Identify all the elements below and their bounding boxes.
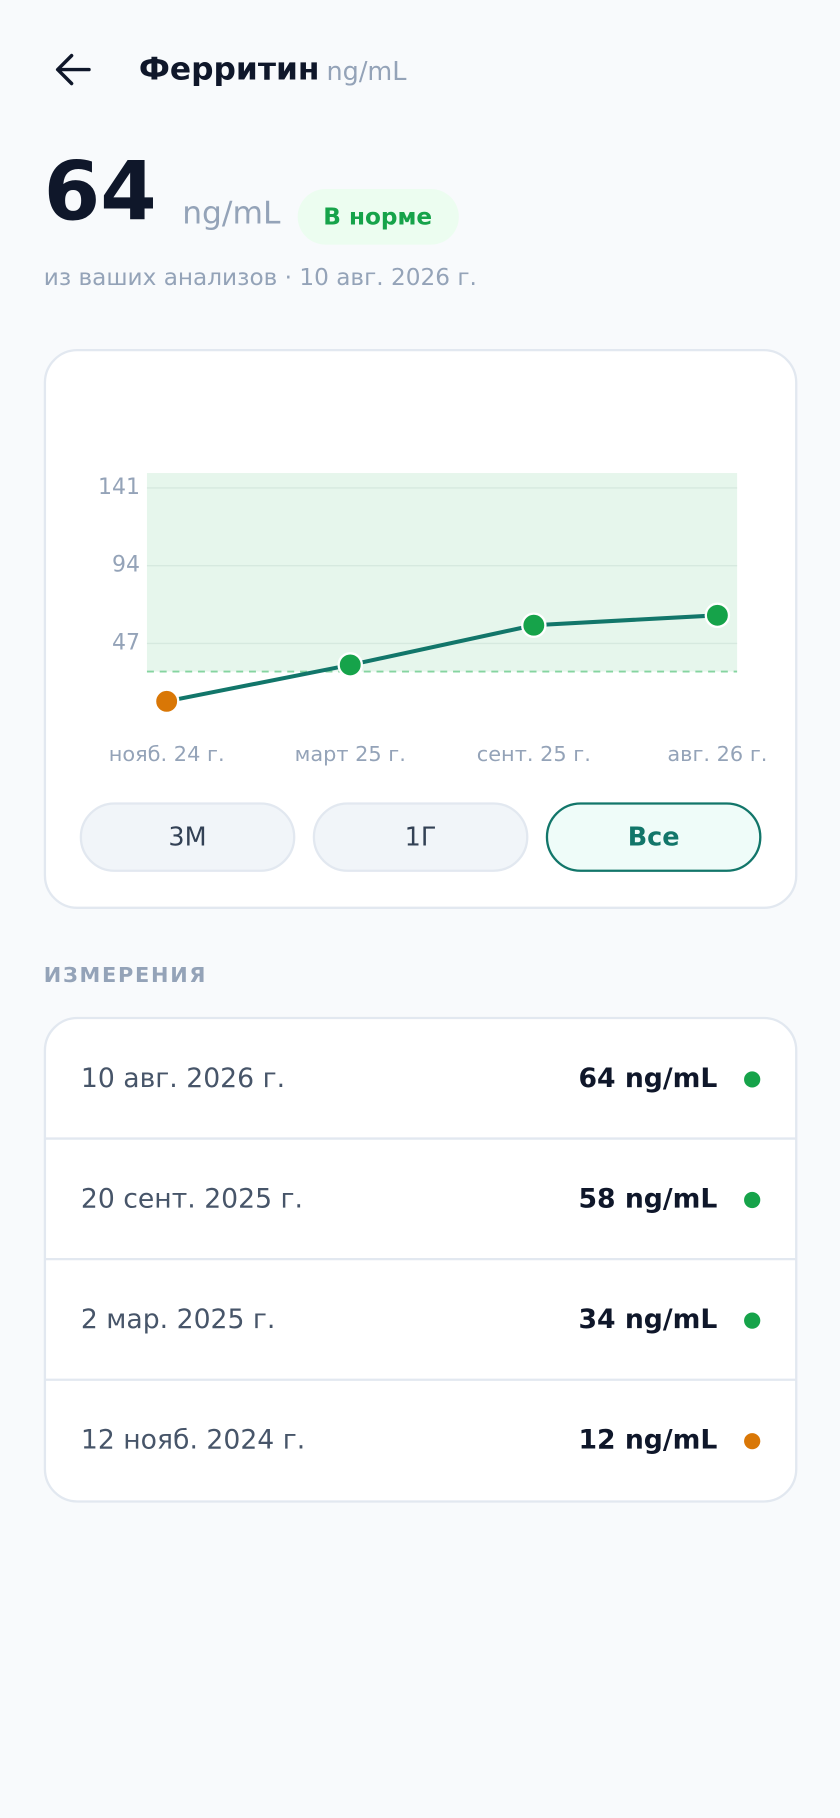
range-button-bg[interactable] xyxy=(79,802,296,872)
current-value: 64 xyxy=(44,146,157,240)
y-tick-label: 47 xyxy=(112,630,140,655)
range-selector: 3М 1Г Все xyxy=(79,802,762,872)
chart: 47 94 141 нояб. 24 г. март 25 г. сент. 25 г. а… xyxy=(98,473,767,766)
y-tick-label: 94 xyxy=(112,553,140,578)
back-arrow[interactable] xyxy=(55,53,91,86)
data-point xyxy=(337,652,363,678)
range-button-label[interactable]: 1Г xyxy=(405,822,437,852)
range-button-bg[interactable] xyxy=(312,802,529,872)
data-point xyxy=(704,602,731,629)
row-date: 20 сент. 2025 г. xyxy=(81,1184,303,1215)
status-text: В норме xyxy=(323,203,432,230)
measurements-list: 10 авг. 2026 г. 64 ng/mL 20 сент. 2025 г. 5… xyxy=(44,1063,797,1456)
range-button[interactable]: Все xyxy=(545,802,762,872)
row-status-dot xyxy=(744,1071,761,1088)
row-date: 10 авг. 2026 г. xyxy=(81,1063,285,1094)
range-button[interactable]: 1Г xyxy=(312,802,529,872)
x-tick-label: авг. 26 г. xyxy=(667,742,767,766)
section-title: ИЗМЕРЕНИЯ xyxy=(44,963,207,987)
row-status-dot xyxy=(744,1312,761,1329)
page-title-unit: ng/mL xyxy=(326,57,407,87)
x-tick-label: нояб. 24 г. xyxy=(109,742,225,766)
range-button-label[interactable]: Все xyxy=(628,822,680,852)
x-tick-label: март 25 г. xyxy=(295,742,406,766)
x-tick-label: сент. 25 г. xyxy=(477,742,591,766)
row-date: 2 мар. 2025 г. xyxy=(81,1304,276,1335)
range-button-bg[interactable] xyxy=(545,802,762,872)
row-value: 58 ng/mL xyxy=(578,1184,717,1215)
row-status-dot xyxy=(744,1433,761,1450)
data-point xyxy=(521,612,547,638)
status-badge xyxy=(297,188,459,245)
row-value: 64 ng/mL xyxy=(578,1063,717,1094)
page-title: Ферритин xyxy=(139,52,320,88)
y-tick-label: 141 xyxy=(98,475,140,500)
row-date: 12 нояб. 2024 г. xyxy=(81,1425,305,1456)
normal-range-band xyxy=(146,473,738,672)
current-unit: ng/mL xyxy=(182,195,281,231)
row-value: 34 ng/mL xyxy=(578,1304,717,1335)
range-button-label[interactable]: 3М xyxy=(168,822,206,852)
range-button[interactable]: 3М xyxy=(79,802,296,872)
row-status-dot xyxy=(744,1191,761,1209)
trend-line xyxy=(166,613,718,704)
data-point xyxy=(153,688,180,715)
row-value: 12 ng/mL xyxy=(578,1425,717,1456)
source-text: из ваших анализов · 10 авг. 2026 г. xyxy=(44,264,477,291)
back-button[interactable] xyxy=(45,42,101,98)
